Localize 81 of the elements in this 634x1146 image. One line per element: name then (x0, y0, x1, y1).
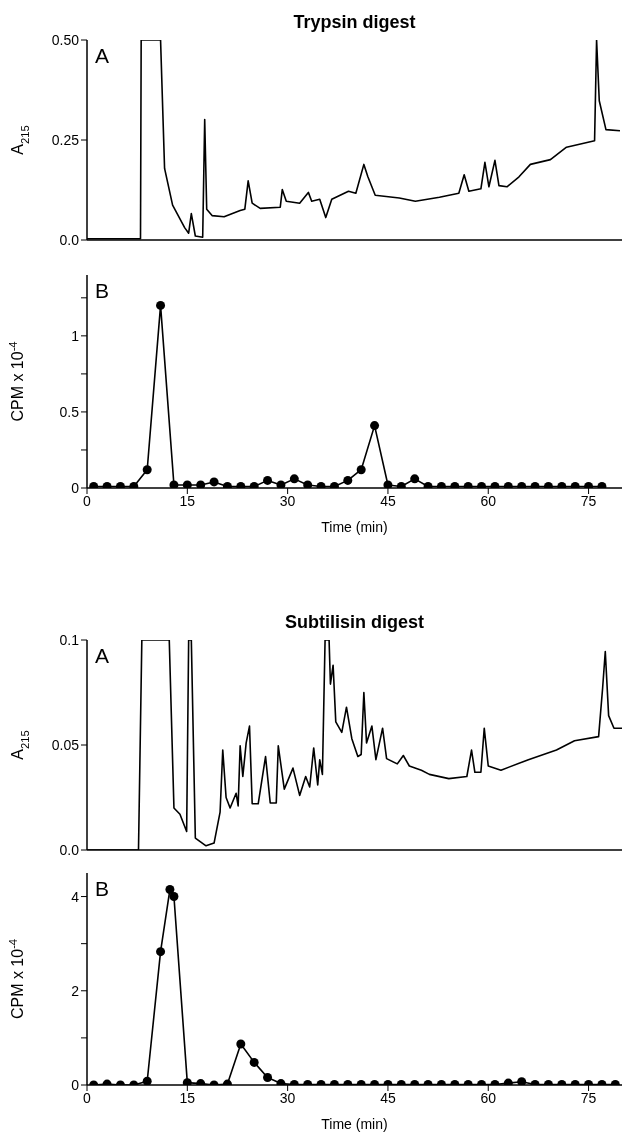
point (169, 892, 179, 902)
point (410, 474, 420, 484)
x-axis-title: Time (min) (321, 519, 388, 535)
point (182, 1078, 192, 1085)
point (263, 475, 273, 485)
point (249, 481, 259, 488)
y-tick-label: 1 (71, 327, 80, 344)
point (236, 481, 246, 488)
point (597, 481, 607, 488)
point (89, 481, 99, 488)
y-tick-label: 0.25 (51, 131, 80, 148)
point (329, 481, 339, 488)
x-tick-label: 75 (580, 1089, 597, 1106)
x-tick-label: 30 (279, 492, 296, 509)
point (129, 481, 139, 488)
y-tick-label: 0.0 (59, 841, 80, 858)
point (584, 481, 594, 488)
x-tick-label: 60 (480, 492, 497, 509)
point (343, 475, 353, 485)
x-tick-label: 45 (380, 1089, 396, 1106)
point (370, 421, 380, 431)
point (356, 465, 366, 475)
x-tick-label: 0 (83, 1089, 92, 1106)
y-tick-label: 0 (71, 1076, 80, 1093)
point (423, 481, 433, 488)
point (276, 480, 286, 488)
annotation: B (95, 279, 110, 303)
point (102, 481, 112, 488)
point (463, 481, 473, 488)
point (249, 1057, 259, 1067)
annotation: A (95, 44, 110, 68)
point (196, 480, 206, 488)
point (396, 481, 406, 488)
x-tick-label: 75 (580, 492, 597, 509)
point (165, 884, 175, 894)
point (263, 1072, 273, 1082)
point (517, 481, 527, 488)
point (543, 481, 553, 488)
point (182, 480, 192, 488)
point (570, 481, 580, 488)
y-tick-label: 2 (71, 982, 80, 999)
point (209, 477, 219, 487)
x-tick-label: 15 (179, 1089, 196, 1106)
point (503, 1078, 513, 1085)
point (142, 465, 152, 475)
point (450, 481, 460, 488)
x-tick-label: 30 (279, 1089, 296, 1106)
y-tick-label: 0.1 (59, 631, 80, 648)
chart-title: Trypsin digest (292, 12, 417, 33)
point (490, 481, 500, 488)
point (169, 480, 179, 488)
point (156, 300, 166, 310)
point (503, 481, 513, 488)
point (156, 947, 166, 957)
chart-title: Subtilisin digest (284, 612, 425, 633)
point (530, 481, 540, 488)
x-tick-label: 15 (179, 492, 196, 509)
y-tick-label: 4 (71, 888, 80, 905)
y-tick-label: 0.50 (51, 31, 80, 48)
point (115, 481, 125, 488)
point (222, 481, 232, 488)
x-tick-label: 0 (83, 492, 92, 509)
point (236, 1039, 246, 1049)
annotation: B (95, 877, 110, 901)
point (303, 480, 313, 488)
point (557, 481, 567, 488)
y-tick-label: 0.05 (51, 736, 80, 753)
y-tick-label: 0.0 (59, 231, 80, 248)
point (436, 481, 446, 488)
x-tick-label: 60 (480, 1089, 497, 1106)
point (142, 1076, 152, 1085)
annotation: A (95, 644, 110, 668)
point (316, 481, 326, 488)
y-tick-label: 0.5 (59, 403, 80, 420)
point (383, 480, 393, 488)
y-tick-label: 0 (71, 479, 80, 496)
x-axis-title: Time (min) (321, 1116, 388, 1132)
point (477, 481, 487, 488)
x-tick-label: 45 (380, 492, 396, 509)
point (289, 474, 299, 484)
point (517, 1077, 527, 1085)
